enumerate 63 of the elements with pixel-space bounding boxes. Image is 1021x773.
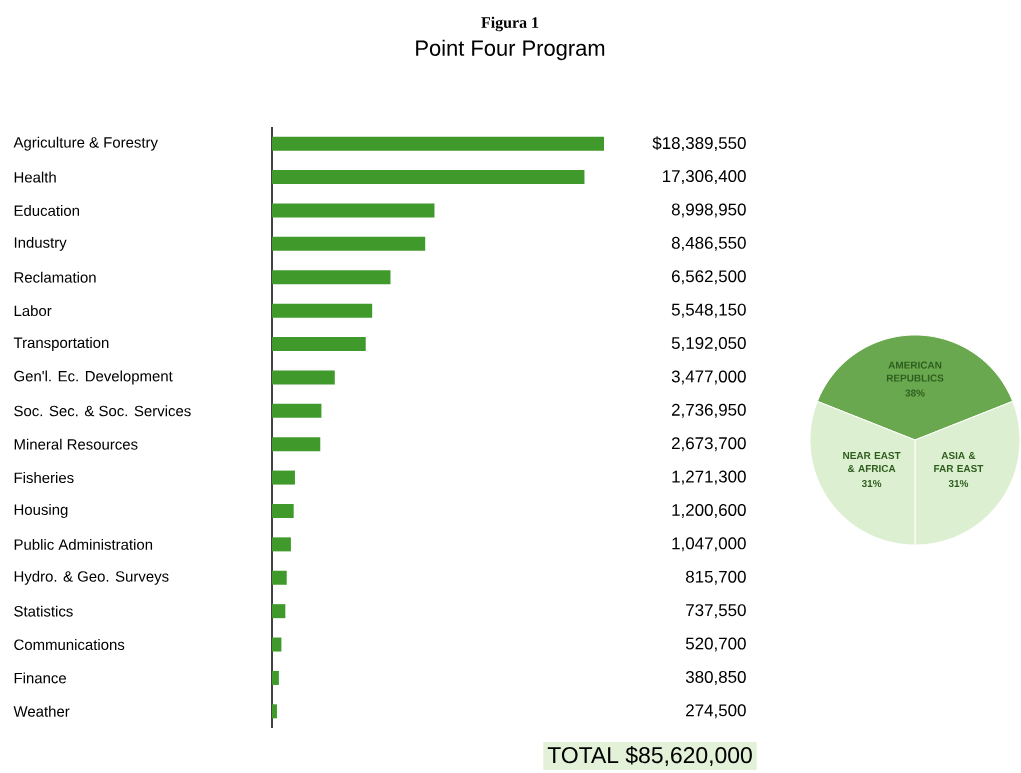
slice-label: NEAR EAST & AFRICA	[843, 452, 901, 473]
slice-label: AMERICAN REPUBLICS	[886, 361, 944, 382]
data-label: 5,192,050	[671, 337, 746, 352]
bar	[272, 570, 287, 585]
y-tick-label: Health	[14, 171, 56, 183]
y-tick-label: Weather	[13, 705, 70, 717]
data-label: 6,562,500	[672, 270, 746, 285]
data-label: 31%	[948, 479, 969, 487]
bar	[272, 670, 279, 685]
text: TOTAL $85,620,000	[547, 746, 752, 766]
bar	[272, 437, 321, 452]
bar	[272, 337, 366, 352]
bar	[272, 203, 435, 218]
data-label: 1,271,300	[672, 470, 746, 485]
bar	[272, 503, 294, 518]
data-label: 1,047,000	[672, 537, 746, 552]
y-tick-label: Fisheries	[14, 472, 74, 484]
bar	[272, 537, 291, 552]
data-label: 8,486,550	[671, 236, 746, 251]
y-tick-label: Agriculture & Forestry	[13, 136, 158, 151]
y-tick-label: Education	[14, 204, 80, 216]
data-label: 2,673,700	[672, 437, 746, 452]
data-label: 274,500	[686, 704, 746, 719]
y-tick-label: Labor	[14, 305, 52, 317]
data-label: 38%	[905, 389, 925, 397]
chart-subtitle: Point Four Program	[416, 39, 605, 61]
bar	[272, 170, 585, 185]
data-label: 737,550	[686, 604, 746, 619]
y-tick-label: Finance	[14, 672, 66, 684]
y-tick-label: Statistics	[14, 605, 73, 617]
y-tick-label: Housing	[14, 504, 68, 518]
bar	[272, 270, 391, 285]
y-tick-label: Mineral Resources	[14, 438, 138, 450]
bar	[272, 303, 373, 318]
data-label: $18,389,550	[652, 136, 746, 152]
y-tick-label: Gen'l. Ec. Development	[14, 370, 173, 385]
y-tick-label: Industry	[14, 236, 67, 251]
data-label: 380,850	[685, 670, 746, 685]
bar	[272, 236, 426, 251]
data-label: 2,736,950	[672, 403, 746, 418]
bar	[272, 370, 335, 385]
data-label: 8,998,950	[671, 203, 746, 218]
y-tick-label: Soc. Sec. & Soc. Services	[14, 405, 191, 417]
slice-label: ASIA & FAR EAST	[934, 452, 984, 473]
chart-title: Figura 1	[481, 16, 539, 32]
bar	[272, 637, 282, 652]
y-tick-label: Public Administration	[14, 538, 153, 550]
bar	[272, 136, 604, 151]
data-label: 1,200,600	[672, 503, 746, 518]
data-label: 815,700	[686, 570, 746, 585]
data-label: 520,700	[685, 637, 746, 652]
bar	[272, 403, 322, 418]
y-tick-label: Communications	[14, 639, 125, 651]
data-label: 31%	[861, 479, 882, 487]
data-label: 17,306,400	[663, 170, 746, 185]
bar	[272, 704, 277, 719]
data-label: 3,477,000	[671, 370, 746, 385]
data-label: 5,548,150	[671, 303, 746, 318]
bar	[272, 604, 286, 619]
y-tick-label: Transportation	[13, 337, 109, 351]
y-tick-label: Hydro. & Geo. Surveys	[14, 570, 169, 585]
y-tick-label: Reclamation	[14, 271, 96, 283]
bar	[272, 470, 295, 485]
